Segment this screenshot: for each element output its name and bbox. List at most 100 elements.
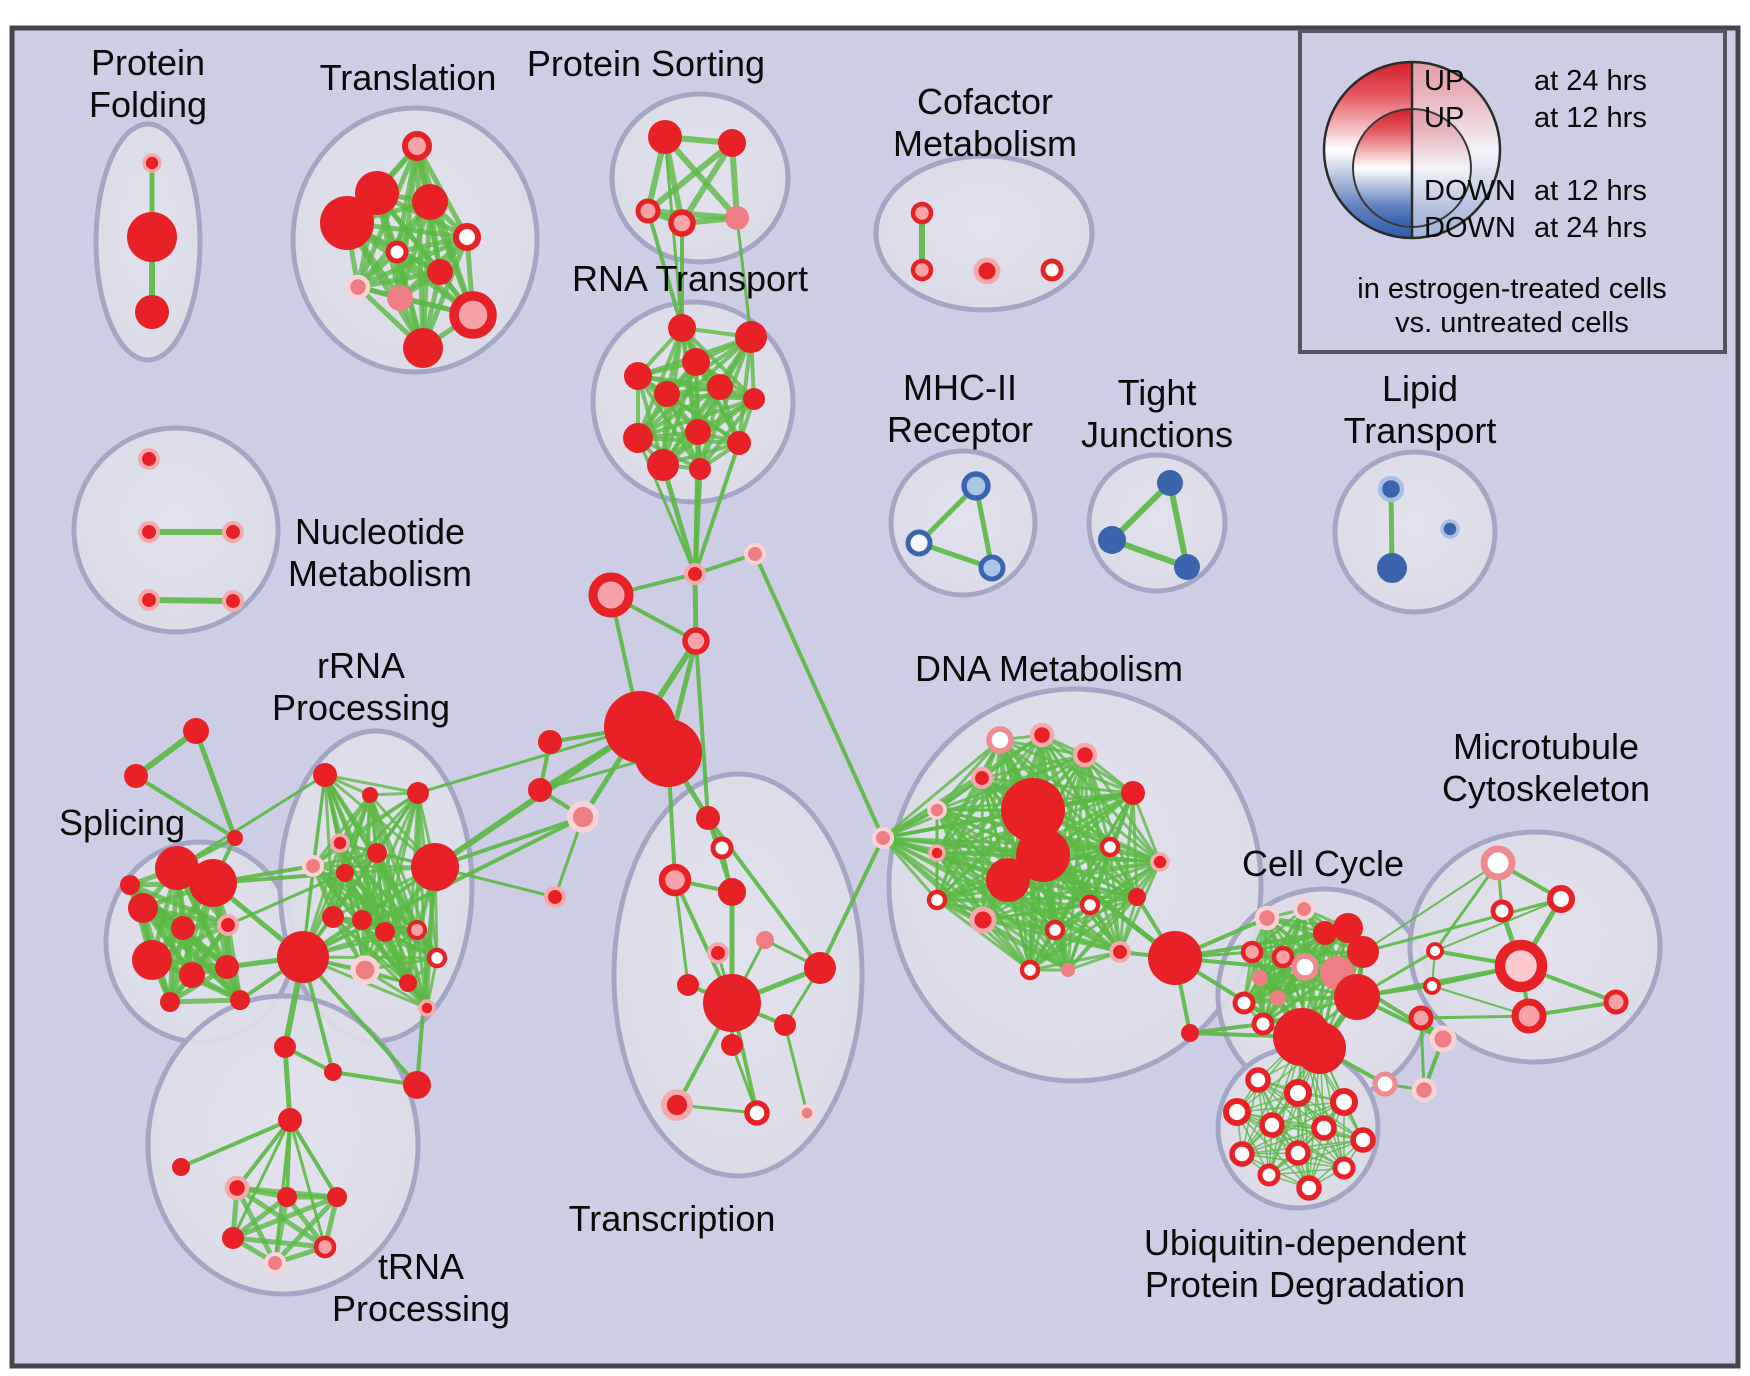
network-node: [387, 285, 413, 311]
cluster-label-transcription: Transcription: [569, 1198, 776, 1239]
network-edge: [167, 925, 186, 1005]
network-node: [330, 833, 350, 853]
network-edge: [235, 1118, 292, 1190]
network-node: [189, 859, 237, 907]
network-edge: [179, 1118, 292, 1169]
network-edge: [1040, 852, 1178, 961]
network-node: [648, 120, 682, 154]
network-node: [135, 295, 169, 329]
network-node: [1128, 888, 1146, 906]
network-node: [743, 542, 767, 566]
network-node: [1099, 836, 1121, 858]
network-edge: [1053, 928, 1122, 954]
cluster-label-translation: Translation: [320, 57, 497, 98]
network-edge: [383, 930, 429, 1010]
network-node: [216, 913, 240, 937]
network-node: [528, 778, 552, 802]
cluster-ellipse-cofactor-metabolism: [873, 153, 1095, 313]
legend-up24-dir: UP: [1424, 65, 1464, 97]
network-edge: [693, 430, 700, 576]
network-edge: [234, 1185, 278, 1266]
network-node: [689, 458, 711, 480]
network-edge: [783, 1023, 809, 1115]
network-edge: [311, 791, 420, 868]
network-edge: [881, 836, 1070, 972]
network-node: [1259, 1112, 1285, 1138]
network-edge: [636, 397, 756, 440]
network-node: [1426, 942, 1444, 960]
network-node: [1001, 778, 1065, 842]
network-edge: [673, 878, 690, 987]
network-node: [706, 941, 730, 965]
cluster-label-rrna-processing: Processing: [272, 687, 450, 728]
network-node: [926, 889, 948, 911]
network-edge: [193, 728, 238, 841]
network-edge: [146, 597, 236, 604]
cluster-ellipse-mhc-ii-receptor: [888, 448, 1038, 598]
network-node: [1181, 1024, 1199, 1042]
legend-down12-dir: DOWN: [1424, 175, 1516, 207]
network-node: [1254, 905, 1280, 931]
network-node: [654, 381, 680, 407]
network-edge: [1419, 1014, 1531, 1020]
network-edge: [1131, 791, 1162, 864]
network-node: [224, 1175, 250, 1201]
network-edge: [818, 836, 885, 970]
network-edge: [343, 871, 439, 960]
network-node: [137, 447, 161, 471]
network-node: [1019, 959, 1041, 981]
network-node: [345, 274, 371, 300]
network-node: [336, 864, 354, 882]
network-node: [1283, 1078, 1313, 1108]
network-node: [449, 291, 497, 339]
legend-down24-dir: DOWN: [1424, 212, 1516, 244]
network-node: [970, 766, 994, 790]
network-edge: [981, 845, 1112, 922]
network-node: [278, 1108, 302, 1132]
network-node: [172, 1158, 190, 1176]
network-node: [725, 206, 749, 230]
cluster-label-microtubule-cytoskeleton: Microtubule: [1453, 726, 1639, 767]
network-node: [910, 258, 934, 282]
network-edge: [693, 441, 741, 576]
network-node: [1222, 1097, 1252, 1127]
network-edge: [1434, 898, 1562, 952]
network-node: [142, 153, 162, 173]
network-edge: [981, 903, 1092, 922]
network-node: [1229, 1141, 1255, 1167]
network-edge: [230, 1194, 290, 1241]
network-edge: [416, 725, 642, 795]
cluster-label-ubiquitin-degradation: Ubiquitin-dependent: [1144, 1222, 1466, 1263]
network-node: [412, 184, 448, 220]
legend-box: [1298, 29, 1727, 354]
network-node: [313, 1235, 337, 1259]
network-edge: [698, 397, 756, 471]
cluster-label-trna-processing: Processing: [332, 1288, 510, 1329]
network-node: [710, 836, 734, 860]
network-node: [1291, 953, 1319, 981]
network-node: [1108, 940, 1132, 964]
network-edge: [167, 997, 243, 1005]
network-edge: [881, 738, 1002, 840]
network-node: [407, 782, 429, 804]
network-node: [362, 787, 378, 803]
network-node: [735, 321, 767, 353]
legend-down24-time: at 24 hrs: [1534, 212, 1647, 244]
network-node: [682, 348, 710, 376]
network-node: [588, 572, 634, 618]
network-node: [624, 362, 652, 390]
network-edge: [636, 374, 756, 401]
network-node: [1440, 519, 1460, 539]
network-node: [1029, 722, 1055, 748]
network-node: [1329, 1087, 1359, 1117]
network-node: [661, 1089, 693, 1121]
cluster-label-mhc-ii-receptor: Receptor: [887, 409, 1033, 450]
network-edge: [1028, 860, 1162, 972]
network-node: [1157, 470, 1183, 496]
network-edge: [1066, 895, 1139, 972]
network-node: [1296, 1175, 1322, 1201]
network-node: [1333, 913, 1363, 943]
network-edge: [636, 374, 702, 471]
network-edge: [935, 808, 1032, 972]
network-node: [871, 826, 895, 850]
